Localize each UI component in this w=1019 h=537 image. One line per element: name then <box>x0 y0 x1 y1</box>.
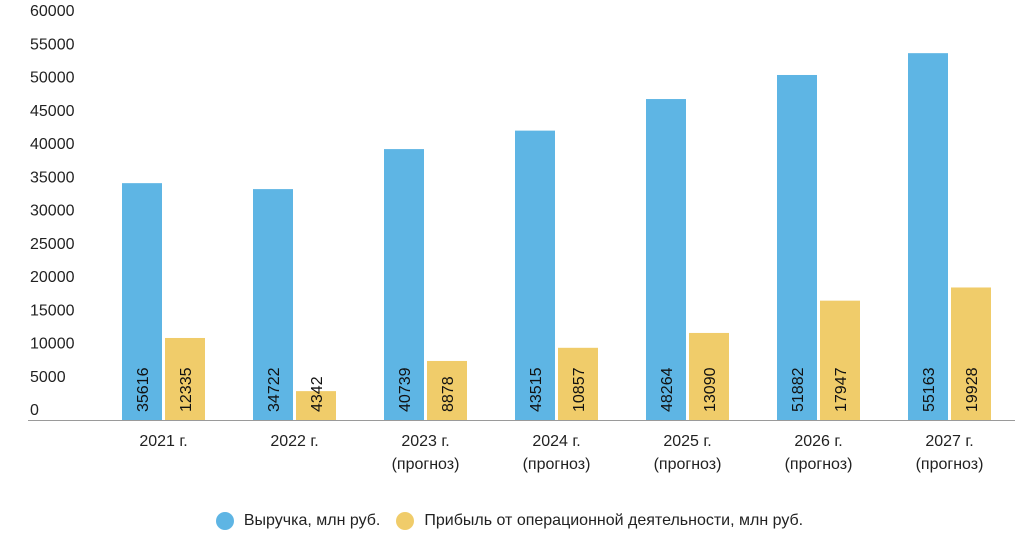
x-category-label: (прогноз) <box>654 456 722 473</box>
bar-profit <box>689 332 729 420</box>
legend-dot-icon <box>215 512 234 530</box>
bars <box>122 53 991 421</box>
bar-value-label: 43515 <box>528 367 545 412</box>
x-category-label: 2027 г. <box>925 433 973 450</box>
y-tick-label: 45000 <box>30 103 75 120</box>
bar-chart: 0 5000 10000 15000 20000 25000 30000 35000 40000… <box>28 3 1015 473</box>
x-category-label: 2023 г. <box>401 433 449 450</box>
bar-profit <box>165 337 205 420</box>
legend-dot-icon <box>396 512 415 530</box>
y-tick-label: 15000 <box>30 302 75 319</box>
x-category-label: (прогноз) <box>785 456 853 473</box>
legend-item-revenue: Выручка, млн руб. <box>215 512 381 530</box>
bar-profit <box>296 391 336 420</box>
y-tick-label: 40000 <box>30 136 75 153</box>
y-tick-label: 10000 <box>30 336 75 353</box>
bar-revenue <box>122 183 162 420</box>
bar-value-label: 10857 <box>571 367 588 412</box>
bar-value-label: 12335 <box>178 367 195 412</box>
y-tick-label: 20000 <box>30 269 75 286</box>
legend: Выручка, млн руб. Прибыль от операционно… <box>0 512 1019 530</box>
bar-profit <box>820 300 860 420</box>
bar-revenue <box>384 149 424 421</box>
bar-profit <box>951 287 991 420</box>
y-tick-label: 35000 <box>30 169 75 186</box>
bar-value-label: 40739 <box>397 367 414 412</box>
bar-value-label: 13090 <box>702 367 719 412</box>
legend-label-revenue: Выручка, млн руб. <box>243 512 381 529</box>
bar-value-label: 4342 <box>309 376 326 412</box>
x-axis-categories: 2021 г. 2022 г. 2023 г. (прогноз) 2024 г. (пр… <box>139 433 983 473</box>
bar-value-label: 19928 <box>964 367 981 412</box>
bar-revenue <box>908 53 948 421</box>
x-category-label: 2025 г. <box>663 433 711 450</box>
legend-label-profit: Прибыль от операционной деятельности, мл… <box>424 512 804 529</box>
y-tick-label: 55000 <box>30 36 75 53</box>
y-tick-label: 60000 <box>30 3 75 20</box>
legend-item-profit: Прибыль от операционной деятельности, мл… <box>396 512 803 530</box>
bar-revenue <box>777 74 817 420</box>
bar-value-label: 51882 <box>790 367 807 412</box>
x-category-label: (прогноз) <box>916 456 984 473</box>
x-category-label: (прогноз) <box>392 456 460 473</box>
bar-value-label: 35616 <box>135 367 152 412</box>
y-tick-label: 50000 <box>30 70 75 87</box>
bar-profit <box>427 360 467 420</box>
bar-value-label: 34722 <box>266 367 283 412</box>
y-tick-label: 0 <box>30 402 39 419</box>
y-tick-label: 30000 <box>30 203 75 220</box>
x-category-label: 2026 г. <box>794 433 842 450</box>
y-tick-label: 5000 <box>30 369 66 386</box>
y-axis-ticks: 0 5000 10000 15000 20000 25000 30000 35000 40000… <box>30 3 75 419</box>
bar-revenue <box>646 99 686 420</box>
bar-value-label: 8878 <box>440 376 457 412</box>
x-category-label: 2022 г. <box>270 433 318 450</box>
bar-value-label: 48264 <box>659 367 676 412</box>
bar-revenue <box>253 189 293 420</box>
x-category-label: (прогноз) <box>523 456 591 473</box>
x-category-label: 2021 г. <box>139 433 187 450</box>
bar-value-labels: 35616 12335 34722 4342 40739 8878 43515 10857 48… <box>135 367 981 412</box>
bar-profit <box>558 347 598 420</box>
bar-value-label: 17947 <box>833 367 850 412</box>
bar-revenue <box>515 130 555 420</box>
bar-value-label: 55163 <box>921 367 938 412</box>
x-category-label: 2024 г. <box>532 433 580 450</box>
y-tick-label: 25000 <box>30 236 75 253</box>
